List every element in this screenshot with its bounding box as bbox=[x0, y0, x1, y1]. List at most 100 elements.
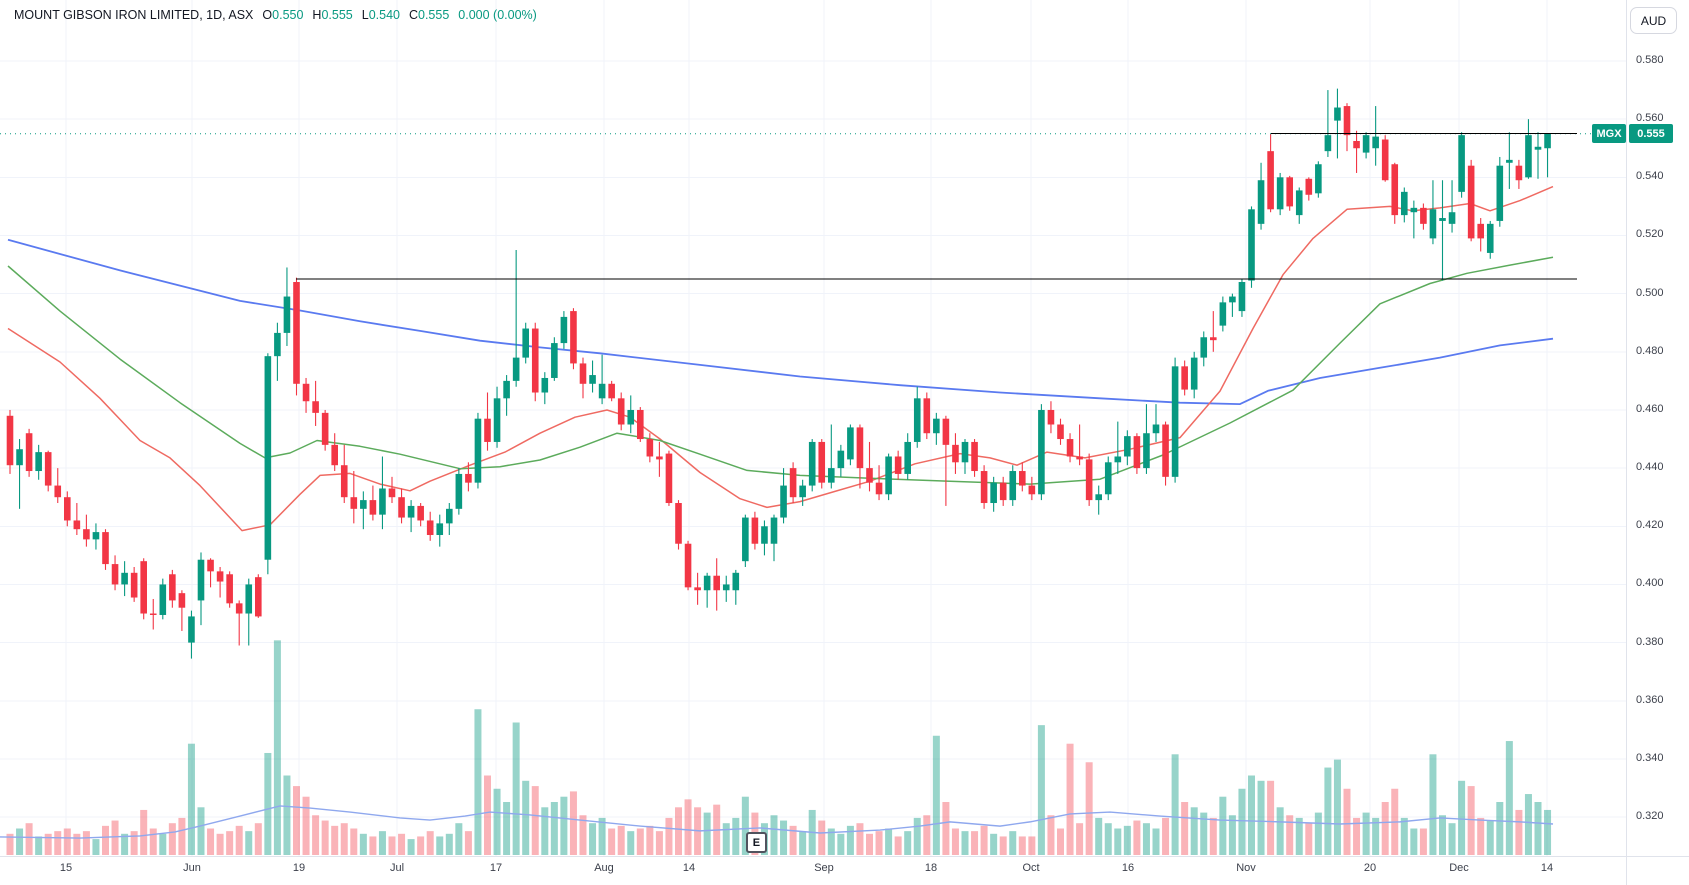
volume-bar bbox=[1267, 780, 1275, 855]
volume-bar bbox=[464, 831, 472, 855]
volume-bar bbox=[799, 831, 807, 855]
candle-body bbox=[188, 616, 195, 643]
price-axis-label: 0.500 bbox=[1636, 286, 1664, 299]
candle-body bbox=[293, 282, 300, 384]
candle-body bbox=[875, 482, 883, 495]
change-value: 0.000 (0.00%) bbox=[458, 8, 537, 22]
volume-bar bbox=[1037, 725, 1045, 855]
candle-body bbox=[1496, 165, 1504, 221]
candle-body bbox=[847, 427, 854, 460]
price-axis-label: 0.420 bbox=[1636, 519, 1664, 532]
price-axis-label: 0.520 bbox=[1636, 228, 1664, 241]
candle-body bbox=[25, 433, 33, 472]
ma-line-slow bbox=[7, 238, 1554, 406]
candle-body bbox=[446, 508, 453, 524]
volume-bar bbox=[1429, 754, 1437, 855]
candle-body bbox=[808, 441, 816, 486]
volume-bar bbox=[1190, 807, 1198, 855]
candle-body bbox=[713, 575, 720, 591]
time-axis[interactable]: 15 Jun 19 Jul 17 Aug 14 Sep 18 Oct 16 Nov 20 Dec 14 bbox=[0, 857, 1689, 885]
volume-bar bbox=[503, 802, 511, 855]
volume-bar bbox=[407, 839, 415, 855]
candle-body bbox=[1295, 190, 1303, 216]
volume-bar bbox=[1381, 802, 1389, 855]
candle-body bbox=[885, 456, 892, 495]
candle-body bbox=[360, 500, 367, 509]
currency-toggle-button[interactable]: AUD bbox=[1630, 7, 1677, 34]
volume-bar bbox=[1018, 836, 1026, 855]
candle-body bbox=[111, 564, 119, 585]
volume-bar bbox=[732, 817, 740, 855]
volume-bar bbox=[16, 828, 24, 855]
volume-bar bbox=[283, 775, 291, 855]
open-value: 0.550 bbox=[272, 8, 304, 22]
candle-body bbox=[1305, 178, 1313, 195]
candle-body bbox=[1448, 212, 1456, 224]
volume-bar bbox=[436, 836, 444, 855]
candle-body bbox=[1047, 409, 1055, 425]
candle-body bbox=[1467, 165, 1475, 239]
price-axis-label: 0.580 bbox=[1636, 54, 1664, 66]
candle-body bbox=[799, 485, 806, 498]
candle-body bbox=[627, 409, 635, 425]
candle-body bbox=[1410, 207, 1418, 213]
candle-body bbox=[350, 497, 358, 509]
time-axis-label: Aug bbox=[594, 862, 614, 874]
candle-body bbox=[1104, 462, 1112, 495]
volume-bar bbox=[1343, 788, 1351, 855]
volume-bar bbox=[245, 831, 253, 855]
candle-body bbox=[178, 593, 186, 608]
volume-ma-line bbox=[0, 805, 1554, 839]
volume-bar bbox=[789, 825, 797, 855]
candle-body bbox=[770, 517, 778, 544]
volume-bar bbox=[1276, 807, 1284, 855]
candle-body bbox=[1372, 136, 1379, 149]
candle-body bbox=[417, 505, 424, 521]
candle-body bbox=[398, 497, 405, 518]
volume-bar bbox=[1181, 802, 1189, 855]
volume-bar bbox=[378, 831, 386, 855]
volume-bar bbox=[398, 833, 406, 855]
candle-body bbox=[1324, 135, 1332, 152]
volume-bar bbox=[168, 823, 176, 855]
volume-bar bbox=[875, 831, 883, 855]
earnings-marker[interactable]: E bbox=[745, 832, 767, 853]
volume-bar bbox=[187, 743, 195, 855]
volume-bar bbox=[827, 828, 835, 855]
candle-body bbox=[961, 441, 969, 463]
time-axis-label: Oct bbox=[1022, 862, 1040, 874]
symbol-title[interactable]: MOUNT GIBSON IRON LIMITED, 1D, ASX bbox=[14, 8, 254, 22]
candle-body bbox=[1066, 439, 1074, 457]
candle-body bbox=[818, 441, 826, 483]
volume-bar bbox=[589, 823, 597, 855]
candle-body bbox=[1248, 209, 1255, 281]
volume-bar bbox=[302, 796, 310, 855]
candle-body bbox=[684, 543, 692, 588]
volume-bar bbox=[254, 823, 262, 855]
volume-bar bbox=[1486, 820, 1494, 855]
volume-bar bbox=[951, 828, 959, 855]
volume-bar bbox=[627, 831, 635, 855]
price-axis-label: 0.380 bbox=[1636, 635, 1664, 648]
candle-body bbox=[1276, 177, 1284, 210]
candle-body bbox=[1085, 459, 1093, 501]
volume-bar bbox=[474, 709, 482, 855]
candle-body bbox=[904, 441, 911, 474]
candle-body bbox=[999, 482, 1007, 501]
candle-body bbox=[665, 453, 673, 504]
volume-bar bbox=[54, 831, 62, 855]
time-axis-label: 17 bbox=[489, 862, 503, 874]
candle-body bbox=[493, 398, 501, 442]
volume-bar bbox=[1295, 817, 1303, 855]
volume-bar bbox=[92, 839, 100, 855]
volume-bar bbox=[312, 815, 320, 855]
volume-bar bbox=[971, 831, 979, 855]
volume-bar bbox=[885, 828, 893, 855]
candle-body bbox=[207, 559, 214, 572]
volume-bar bbox=[1448, 823, 1456, 855]
candle-body bbox=[761, 526, 768, 544]
volume-bar bbox=[1162, 817, 1170, 855]
candle-body bbox=[551, 343, 558, 378]
candle-body bbox=[990, 482, 997, 504]
